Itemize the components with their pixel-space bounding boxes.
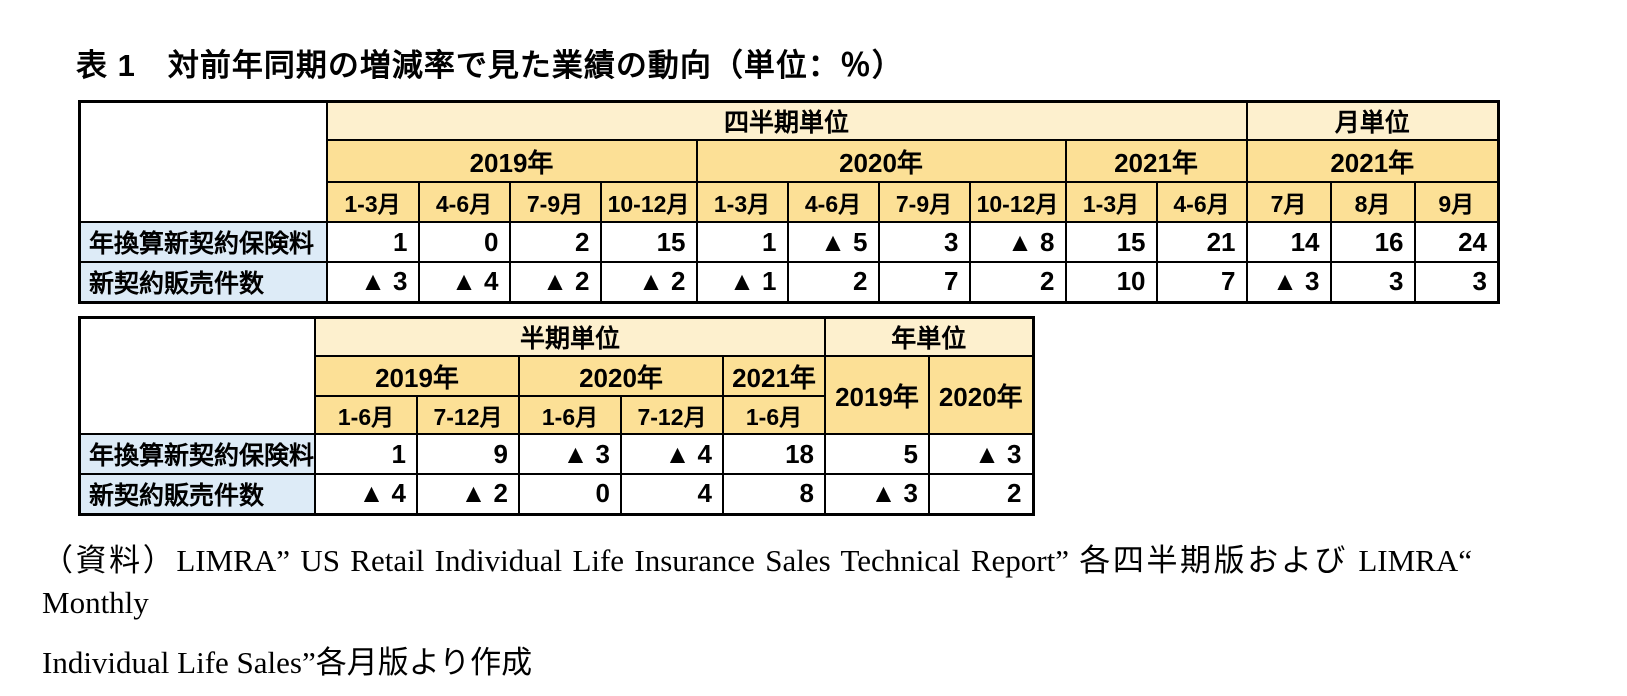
table1-period-header: 4-6月 <box>417 181 511 223</box>
source-note-line1: （資料）LIMRA” US Retail Individual Life Ins… <box>42 543 1472 620</box>
table1-period-header: 7-9月 <box>877 181 971 223</box>
table1-group-header-quarterly: 四半期単位 <box>325 100 1248 141</box>
table1-corner-cell <box>78 100 328 223</box>
row-label-annualized-new-premium: 年換算新契約保険料 <box>78 221 328 263</box>
data-cell: ▲ 3 <box>928 433 1035 475</box>
table2-annual-year-header-2020: 2020年 <box>928 355 1035 435</box>
data-cell: ▲ 3 <box>824 473 931 515</box>
data-cell: 21 <box>1155 221 1248 263</box>
source-note: （資料）LIMRA” US Retail Individual Life Ins… <box>42 540 1472 684</box>
data-cell: ▲ 4 <box>417 261 511 303</box>
table1-group-header-monthly: 月単位 <box>1245 100 1500 141</box>
data-cell: ▲ 1 <box>695 261 789 303</box>
source-note-line2: Individual Life Sales”各月版より作成 <box>42 645 533 680</box>
table1-year-header-2021-monthly: 2021年 <box>1245 139 1500 183</box>
data-cell: 15 <box>1064 221 1158 263</box>
data-cell: 3 <box>1329 261 1416 303</box>
table1-period-header: 10-12月 <box>599 181 698 223</box>
table1-period-header: 4-6月 <box>786 181 880 223</box>
table2-group-header-halfyear: 半期単位 <box>314 316 827 357</box>
data-cell: 1 <box>695 221 789 263</box>
table2-year-header-2020: 2020年 <box>518 355 725 397</box>
table1-period-header: 8月 <box>1329 181 1416 223</box>
table1-year-header-2019: 2019年 <box>325 139 698 183</box>
data-cell: ▲ 3 <box>1245 261 1332 303</box>
data-cell: ▲ 2 <box>508 261 602 303</box>
data-cell: 2 <box>928 473 1035 515</box>
data-cell: 1 <box>314 433 419 475</box>
data-cell: ▲ 8 <box>968 221 1067 263</box>
data-cell: 0 <box>417 221 511 263</box>
page-title: 表 1 対前年同期の増減率で見た業績の動向（単位：％） <box>76 48 904 83</box>
table2-row-new-policy-sales-count: 新契約販売件数 ▲ 4 ▲ 2 0 4 8 ▲ 3 2 <box>78 473 1035 515</box>
table1-period-header: 4-6月 <box>1155 181 1248 223</box>
data-cell: ▲ 3 <box>518 433 623 475</box>
data-cell: 14 <box>1245 221 1332 263</box>
table1-period-header: 9月 <box>1413 181 1500 223</box>
table2-period-header: 1-6月 <box>722 395 827 435</box>
data-cell: ▲ 2 <box>599 261 698 303</box>
data-cell: 3 <box>877 221 971 263</box>
data-cell: 3 <box>1413 261 1500 303</box>
row-label-new-policy-sales-count: 新契約販売件数 <box>78 261 328 303</box>
data-cell: 2 <box>968 261 1067 303</box>
table2-period-header: 1-6月 <box>518 395 623 435</box>
data-cell: 15 <box>599 221 698 263</box>
table2-period-header: 1-6月 <box>314 395 419 435</box>
data-cell: 2 <box>786 261 880 303</box>
data-cell: 10 <box>1064 261 1158 303</box>
table2-row-annualized-new-premium: 年換算新契約保険料 1 9 ▲ 3 ▲ 4 18 5 ▲ 3 <box>78 433 1035 475</box>
data-cell: 16 <box>1329 221 1416 263</box>
data-cell: 5 <box>824 433 931 475</box>
data-cell: 7 <box>877 261 971 303</box>
table1-year-header-2021-quarterly: 2021年 <box>1064 139 1248 183</box>
table1-row-new-policy-sales-count: 新契約販売件数 ▲ 3 ▲ 4 ▲ 2 ▲ 2 ▲ 1 2 7 2 10 7 ▲… <box>78 261 1500 303</box>
data-cell: 1 <box>325 221 420 263</box>
data-cell: ▲ 4 <box>314 473 419 515</box>
table2-annual-year-header-2019: 2019年 <box>824 355 931 435</box>
table1-year-header-2020: 2020年 <box>695 139 1067 183</box>
table1-period-header: 10-12月 <box>968 181 1067 223</box>
table1-period-header: 7月 <box>1245 181 1332 223</box>
table1-period-header: 1-3月 <box>695 181 789 223</box>
data-cell: 4 <box>620 473 725 515</box>
table2-group-header-annual: 年単位 <box>824 316 1035 357</box>
halfyear-annual-table: 半期単位 年単位 2019年 2020年 2021年 2019年 2020年 1… <box>78 316 1035 516</box>
table1-period-header: 7-9月 <box>508 181 602 223</box>
row-label-annualized-new-premium: 年換算新契約保険料 <box>78 433 317 475</box>
table2-corner-cell <box>78 316 317 435</box>
data-cell: ▲ 3 <box>325 261 420 303</box>
table2-period-header: 7-12月 <box>620 395 725 435</box>
data-cell: 0 <box>518 473 623 515</box>
data-cell: 9 <box>416 433 521 475</box>
table1-period-header: 1-3月 <box>325 181 420 223</box>
table1-row-annualized-new-premium: 年換算新契約保険料 1 0 2 15 1 ▲ 5 3 ▲ 8 15 21 14 … <box>78 221 1500 263</box>
quarterly-monthly-table: 四半期単位 月単位 2019年 2020年 2021年 2021年 1-3月 4… <box>78 100 1500 304</box>
data-cell: 2 <box>508 221 602 263</box>
table1-period-header: 1-3月 <box>1064 181 1158 223</box>
data-cell: 7 <box>1155 261 1248 303</box>
data-cell: 18 <box>722 433 827 475</box>
table2-year-header-2019: 2019年 <box>314 355 521 397</box>
data-cell: 24 <box>1413 221 1500 263</box>
data-cell: ▲ 4 <box>620 433 725 475</box>
data-cell: ▲ 5 <box>786 221 880 263</box>
table2-period-header: 7-12月 <box>416 395 521 435</box>
data-cell: 8 <box>722 473 827 515</box>
data-cell: ▲ 2 <box>416 473 521 515</box>
table2-year-header-2021: 2021年 <box>722 355 827 397</box>
row-label-new-policy-sales-count: 新契約販売件数 <box>78 473 317 515</box>
